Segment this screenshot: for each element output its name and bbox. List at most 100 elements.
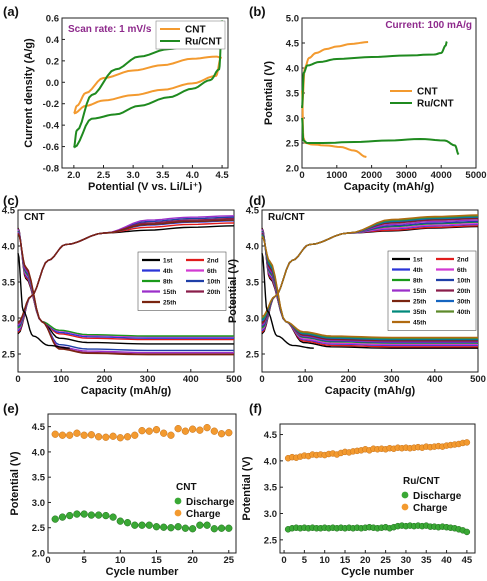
legend-entry: 2nd — [457, 257, 469, 264]
y-tick-label: 3.0 — [2, 314, 15, 325]
legend-entry: 10th — [207, 279, 220, 286]
y-tick-label: 4.0 — [264, 456, 277, 467]
panel-label: (c) — [3, 193, 19, 208]
first-discharge-tail — [261, 253, 314, 349]
discharge-point — [94, 511, 103, 519]
charge-point — [203, 423, 211, 432]
legend-entry: 45th — [413, 320, 426, 327]
y-tick-label: -0.2 — [43, 99, 59, 110]
legend-entry: 35th — [413, 309, 426, 316]
legend-entry: 6th — [207, 268, 217, 275]
charge-point — [131, 431, 139, 439]
legend-entry: Discharge — [186, 497, 235, 508]
y-tick-label: 2.5 — [264, 535, 278, 546]
plot-frame — [17, 209, 235, 373]
x-tick-label: 0 — [45, 555, 50, 566]
discharge-point — [102, 511, 110, 520]
x-tick-label: 300 — [384, 374, 400, 385]
legend-entry: 30th — [457, 299, 470, 306]
y-tick-label: 4.0 — [2, 242, 15, 253]
gcd-curve-ru-cnt-charge — [301, 40, 448, 109]
discharge-point — [116, 517, 124, 525]
x-tick-label: 2.5 — [97, 170, 111, 181]
sample-annotation: Ru/CNT — [403, 476, 440, 487]
discharge-point — [138, 521, 146, 529]
charge-point — [160, 429, 168, 437]
discharge-curve-8th — [17, 230, 234, 337]
discharge-point — [123, 519, 132, 527]
x-tick-label: 0 — [299, 170, 304, 181]
y-tick-label: 5.0 — [286, 14, 299, 25]
charge-point — [58, 431, 67, 439]
panel-label: (f) — [249, 401, 262, 416]
legend-entry: CNT — [185, 25, 206, 36]
first-discharge-tail — [17, 253, 70, 349]
discharge-point — [167, 524, 175, 532]
discharge-point — [160, 523, 168, 531]
x-tick-label: 4.0 — [186, 170, 199, 181]
x-axis-label: Capacity (mAh/g) — [81, 385, 172, 397]
discharge-curve-45th — [261, 236, 478, 339]
x-tick-label: 25 — [223, 555, 234, 566]
y-tick-label: 2.0 — [286, 164, 299, 175]
legend-entry: Ru/CNT — [417, 99, 454, 110]
charge-point — [174, 425, 182, 433]
discharge-point — [80, 510, 88, 518]
legend-entry: 25th — [413, 299, 426, 306]
legend-marker — [174, 509, 182, 517]
y-tick-label: 3.5 — [32, 473, 46, 484]
legend-entry: 2nd — [207, 258, 219, 265]
x-tick-label: 1000 — [326, 170, 347, 181]
y-tick-label: 3.5 — [264, 483, 278, 494]
x-tick-label: 5000 — [465, 170, 486, 181]
discharge-curve-4th — [17, 229, 234, 339]
panel-label: (d) — [249, 193, 266, 208]
discharge-point — [73, 510, 81, 518]
charge-point — [181, 427, 190, 435]
discharge-point — [196, 521, 204, 529]
y-tick-label: 4.0 — [246, 242, 259, 253]
x-axis-label: Potential (V vs. Li/Li⁺) — [88, 181, 202, 193]
x-tick-label: 20 — [360, 555, 371, 566]
discharge-curve-1st — [261, 227, 478, 349]
x-tick-label: 45 — [462, 555, 473, 566]
y-tick-label: 2.0 — [32, 549, 45, 560]
discharge-curve-25th — [261, 233, 478, 341]
y-axis-label: Current density (A/g) — [23, 38, 35, 148]
y-tick-label: 4.0 — [32, 447, 45, 458]
discharge-point — [225, 524, 233, 532]
x-tick-label: 5 — [302, 555, 308, 566]
discharge-point — [217, 524, 226, 532]
y-tick-label: 3.0 — [286, 114, 299, 125]
legend-entry: CNT — [417, 87, 438, 98]
legend-entry: Charge — [413, 503, 448, 514]
y-tick-label: 0.2 — [46, 56, 59, 67]
y-axis-label: Potential (V) — [9, 451, 21, 516]
charge-curve-25th — [17, 219, 235, 323]
legend-entry: 10th — [457, 278, 470, 285]
charge-point — [152, 426, 161, 434]
gcd-curve-cnt-charge — [301, 41, 369, 109]
y-tick-label: 4.5 — [286, 39, 300, 50]
discharge-point — [188, 525, 197, 533]
legend-marker — [401, 491, 409, 499]
legend-entry: 8th — [163, 279, 173, 286]
x-tick-label: 10 — [115, 555, 126, 566]
charge-point — [73, 429, 81, 437]
x-tick-label: 0 — [259, 374, 264, 385]
legend-entry: 40th — [457, 309, 470, 316]
discharge-curve-6th — [261, 229, 478, 346]
y-tick-label: -0.6 — [43, 142, 59, 153]
legend-entry: 1st — [413, 257, 423, 264]
sample-annotation: Ru/CNT — [268, 212, 305, 223]
discharge-point — [131, 521, 139, 529]
y-tick-label: 3.5 — [246, 278, 260, 289]
charge-point — [196, 426, 204, 434]
legend-entry: 4th — [163, 268, 173, 275]
discharge-curve-2nd — [17, 228, 234, 341]
x-tick-label: 200 — [96, 374, 112, 385]
charge-point — [66, 431, 74, 439]
legend-entry: 8th — [413, 278, 423, 285]
discharge-curve-25th — [17, 233, 234, 356]
x-axis-label: Cycle number — [341, 566, 414, 578]
